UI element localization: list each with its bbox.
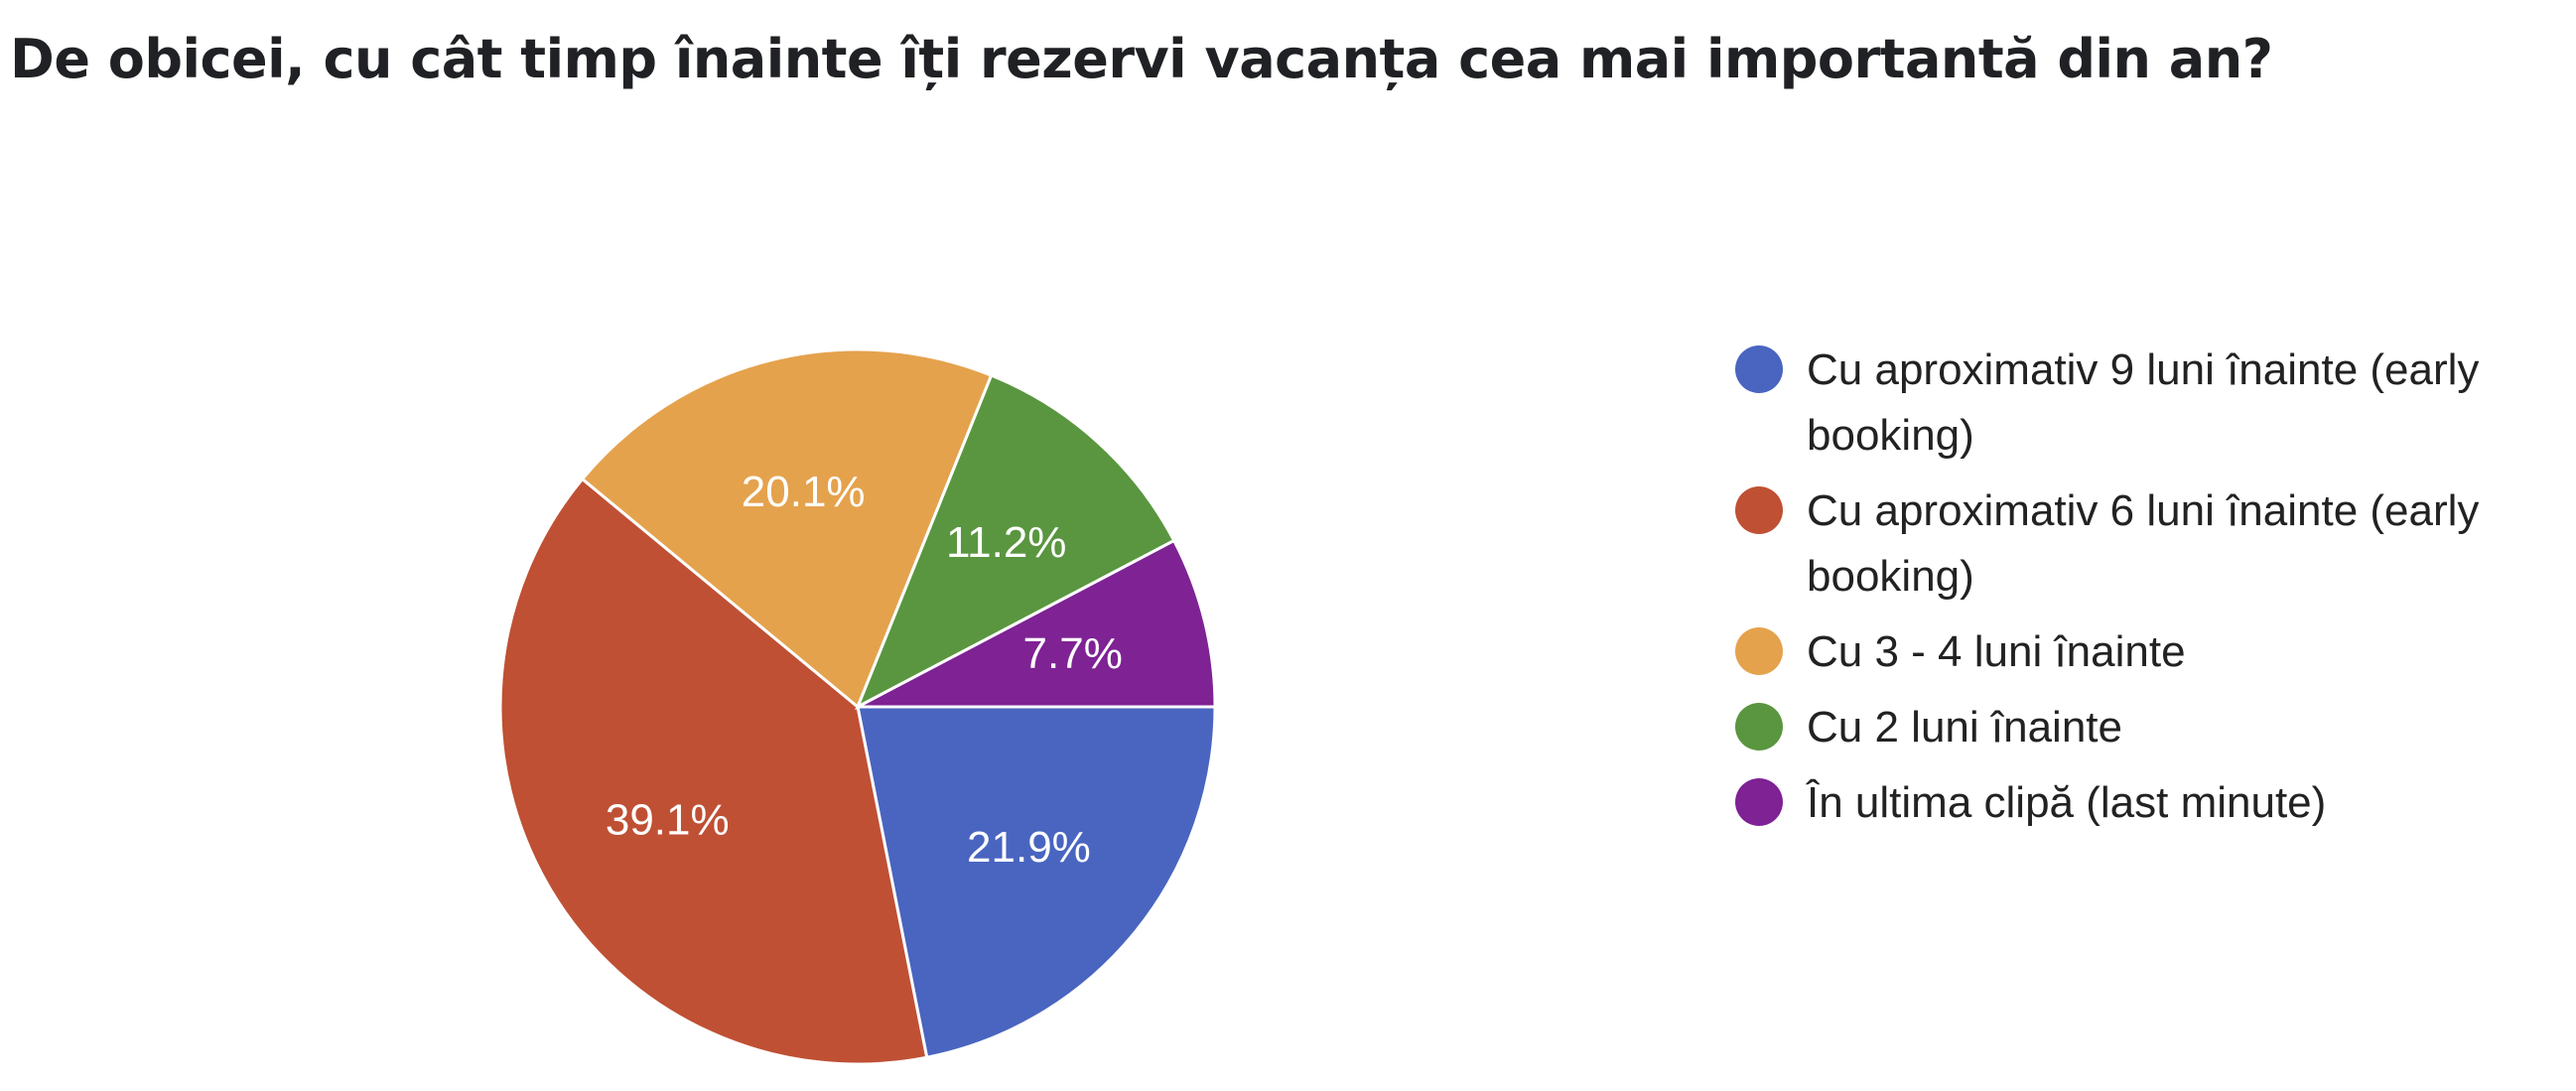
pie-slice-1 — [856, 705, 1217, 1059]
pie-slices-group — [498, 347, 1217, 1066]
legend-item-4: Cu 2 luni înainte — [1735, 695, 2569, 760]
chart-legend: Cu aproximativ 9 luni înainte (early boo… — [1735, 338, 2569, 846]
pie-labels-group: 21.9% 39.1% 20.1% 11.2% 7.7% — [606, 468, 1123, 872]
pie-slice-label-5: 7.7% — [1023, 629, 1123, 678]
legend-swatch-icon — [1735, 627, 1783, 675]
legend-item-1: Cu aproximativ 9 luni înainte (early boo… — [1735, 338, 2569, 469]
legend-swatch-icon — [1735, 778, 1783, 826]
legend-label: Cu 3 - 4 luni înainte — [1807, 627, 2186, 676]
pie-slice-label-3: 20.1% — [742, 468, 866, 516]
pie-slice-3 — [580, 347, 994, 710]
legend-swatch-icon — [1735, 703, 1783, 750]
legend-label: Cu aproximativ 9 luni înainte (early boo… — [1807, 345, 2480, 460]
legend-item-2: Cu aproximativ 6 luni înainte (early boo… — [1735, 478, 2569, 610]
pie-slice-label-1: 21.9% — [967, 823, 1091, 872]
chart-title: De obicei, cu cât timp înainte îți rezer… — [10, 28, 2273, 90]
legend-item-3: Cu 3 - 4 luni înainte — [1735, 619, 2569, 685]
legend-swatch-icon — [1735, 345, 1783, 393]
pie-slice-label-2: 39.1% — [606, 796, 730, 845]
legend-label: În ultima clipă (last minute) — [1807, 778, 2327, 827]
legend-label: Cu aproximativ 6 luni înainte (early boo… — [1807, 486, 2480, 601]
pie-slice-label-4: 11.2% — [946, 518, 1067, 567]
pie-slice-5 — [857, 538, 1217, 709]
pie-slice-2 — [498, 477, 929, 1066]
legend-item-5: În ultima clipă (last minute) — [1735, 770, 2569, 836]
pie-slice-4 — [855, 373, 1176, 711]
legend-label: Cu 2 luni înainte — [1807, 703, 2122, 751]
legend-swatch-icon — [1735, 486, 1783, 534]
